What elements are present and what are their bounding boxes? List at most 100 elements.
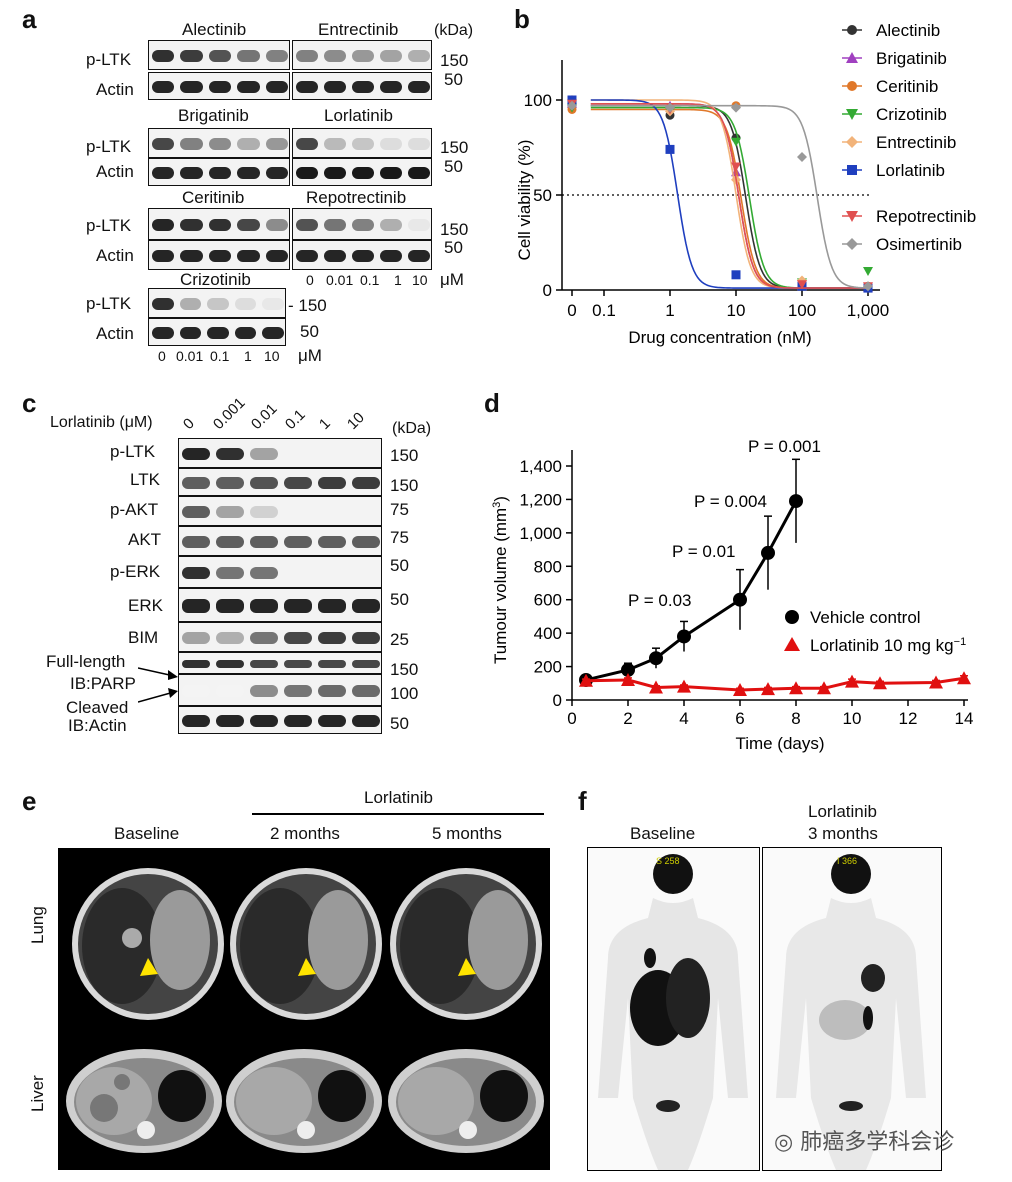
- blot-band: [208, 218, 232, 232]
- conc-label: 0: [179, 415, 198, 433]
- blot-band: [380, 218, 402, 232]
- blot-band: [250, 536, 278, 548]
- d-xtick: 6: [735, 709, 744, 728]
- d-data-point: [621, 672, 635, 686]
- conc-label: 0.1: [210, 348, 230, 364]
- blot-band: [352, 684, 380, 698]
- legend-marker-vehicle: [785, 610, 799, 624]
- b-legend-label: Repotrectinib: [876, 207, 976, 226]
- row-label-actin: Actin: [96, 324, 134, 343]
- kda-label: (kDa): [434, 22, 474, 39]
- blot-actin: [292, 72, 432, 100]
- row-label: AKT: [128, 530, 162, 549]
- panel-b-viability-chart: 0 50 100 0 0.1 1 10 100 1,000 Cell viability (%)…: [515, 21, 976, 347]
- b-legend-label: Ceritinib: [876, 77, 938, 96]
- row-label: p-ERK: [110, 562, 161, 581]
- blot-actin: [292, 240, 432, 270]
- blot-band: [182, 506, 210, 518]
- b-data-point: [731, 137, 741, 147]
- b-ytick: 50: [533, 186, 552, 205]
- blot-band: [250, 448, 278, 460]
- mw-50: 50: [300, 322, 319, 341]
- mw-150: 150: [440, 51, 469, 70]
- pet-tag: I 366: [837, 856, 857, 866]
- watermark: ◎ 肺癌多学科会诊: [774, 1130, 955, 1155]
- pet-body-baseline: S 258: [598, 854, 748, 1170]
- blot-akt: [178, 526, 382, 556]
- blot-band: [152, 327, 174, 339]
- b-series-line: [590, 99, 868, 289]
- blot-band: [207, 327, 229, 339]
- b-legend-marker: [847, 165, 857, 175]
- blot-band: [380, 167, 402, 179]
- d-ytick: 400: [534, 624, 562, 643]
- b-legend-marker: [846, 238, 858, 250]
- blot-band: [180, 167, 203, 179]
- b-data-point: [797, 280, 807, 290]
- blot-band: [152, 50, 175, 62]
- blot-p-erk: [178, 556, 382, 588]
- legend-lorlatinib: Lorlatinib 10 mg kg−1: [810, 636, 966, 655]
- blot-band: [182, 659, 210, 669]
- d-data-point: [733, 682, 747, 696]
- blot-band: [182, 715, 210, 727]
- mw-150: 150: [440, 220, 469, 239]
- blot-band: [265, 218, 288, 232]
- blot-p-ltk: [292, 208, 432, 240]
- conc-label: 0: [306, 272, 314, 288]
- blot-band: [352, 632, 380, 644]
- blot-band: [318, 659, 346, 669]
- b-legend-marker: [846, 211, 858, 222]
- mw-50: 50: [444, 70, 463, 89]
- blot-actin: [148, 158, 290, 186]
- row-label: IB:Actin: [68, 716, 127, 735]
- pval-label: P = 0.01: [672, 542, 736, 561]
- d-xtick: 0: [567, 709, 576, 728]
- blot-band: [380, 138, 402, 150]
- blot-band: [234, 298, 257, 310]
- blot-band: [152, 298, 174, 310]
- e-col-5months: 5 months: [432, 824, 502, 843]
- b-xtick: 0: [567, 301, 576, 320]
- blot-band: [250, 599, 278, 613]
- e-col-2months: 2 months: [270, 824, 340, 843]
- b-legend-marker: [847, 25, 857, 35]
- blot-band: [296, 218, 318, 232]
- blot-band: [408, 218, 430, 232]
- blot-band: [208, 50, 232, 62]
- b-legend-label: Lorlatinib: [876, 161, 945, 180]
- arrowhead-icon: [458, 958, 476, 976]
- b-data-point: [567, 100, 577, 111]
- blot-band: [250, 715, 278, 727]
- blot-p-ltk: [178, 438, 382, 468]
- pval-label: P = 0.004: [694, 492, 767, 511]
- blot-band: [324, 250, 346, 262]
- f-col-baseline: Baseline: [630, 824, 696, 843]
- d-series-line: [585, 676, 965, 692]
- conc-label: 10: [412, 272, 428, 288]
- b-legend-label: Crizotinib: [876, 105, 947, 124]
- drug-label-crizotinib: Crizotinib: [180, 270, 251, 289]
- blot-band: [216, 448, 244, 460]
- blot-band: [408, 50, 430, 62]
- legend-marker-lorlatinib: [784, 637, 800, 651]
- blot-band: [324, 138, 346, 150]
- blot-band: [250, 659, 278, 669]
- blot-band: [324, 167, 346, 179]
- mw-label: 75: [390, 500, 409, 519]
- d-xtick: 10: [843, 709, 862, 728]
- blot-band: [296, 167, 318, 179]
- d-data-point: [677, 679, 691, 693]
- blot-band: [250, 566, 278, 580]
- conc-label: 0.1: [360, 272, 380, 288]
- d-data-point: [873, 676, 887, 690]
- b-ytick: 100: [524, 91, 552, 110]
- b-legend-marker: [847, 81, 857, 91]
- pet-scan-treated: I 366: [762, 847, 942, 1171]
- drug-label-brigatinib: Brigatinib: [178, 106, 249, 125]
- conc-label: 0: [158, 348, 166, 364]
- legend-vehicle: Vehicle control: [810, 608, 921, 627]
- blot-band: [152, 250, 175, 262]
- row-label: ERK: [128, 596, 163, 615]
